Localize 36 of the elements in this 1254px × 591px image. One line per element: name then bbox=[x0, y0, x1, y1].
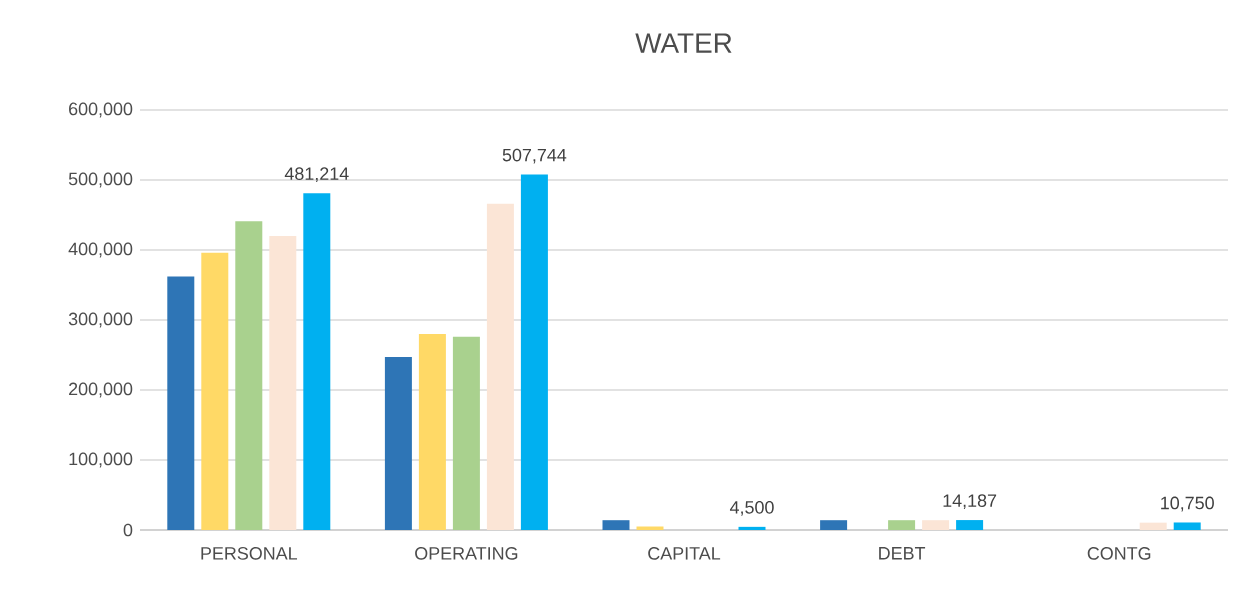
bar bbox=[922, 520, 950, 530]
bar bbox=[520, 174, 548, 530]
y-tick-label: 600,000 bbox=[69, 102, 133, 118]
y-tick-label: 200,000 bbox=[69, 382, 133, 398]
y-tick-label: 100,000 bbox=[69, 452, 133, 468]
data-label: 4,500 bbox=[729, 500, 774, 516]
x-tick-label: PERSONAL bbox=[201, 547, 298, 560]
bar bbox=[956, 520, 984, 530]
x-tick-label: CONTG bbox=[1087, 547, 1151, 560]
chart-title: WATER bbox=[635, 33, 732, 53]
y-tick-label: 300,000 bbox=[68, 312, 133, 328]
bar bbox=[269, 236, 297, 530]
y-tick-label: 400,000 bbox=[68, 242, 133, 258]
x-tick-label: DEBT bbox=[879, 547, 926, 560]
y-tick-label: 0 bbox=[123, 523, 133, 537]
data-label: 481,214 bbox=[284, 167, 349, 183]
bar bbox=[452, 336, 480, 530]
bar bbox=[235, 221, 263, 530]
bar bbox=[738, 526, 766, 530]
data-label: 507,744 bbox=[502, 148, 567, 164]
bar bbox=[1173, 522, 1201, 530]
data-label: 14,187 bbox=[943, 494, 997, 510]
bar bbox=[602, 520, 630, 530]
bar bbox=[201, 252, 229, 530]
bar bbox=[486, 203, 514, 530]
data-label: 10,750 bbox=[1161, 496, 1214, 512]
bar bbox=[888, 520, 916, 530]
bar bbox=[303, 193, 331, 530]
bar bbox=[820, 520, 848, 530]
y-tick-label: 500,000 bbox=[68, 172, 133, 188]
bar bbox=[1139, 522, 1167, 530]
bar bbox=[418, 334, 446, 530]
x-tick-label: OPERATING bbox=[415, 547, 518, 560]
bar bbox=[167, 276, 195, 530]
x-tick-label: CAPITAL bbox=[648, 547, 721, 560]
bar bbox=[384, 357, 412, 530]
